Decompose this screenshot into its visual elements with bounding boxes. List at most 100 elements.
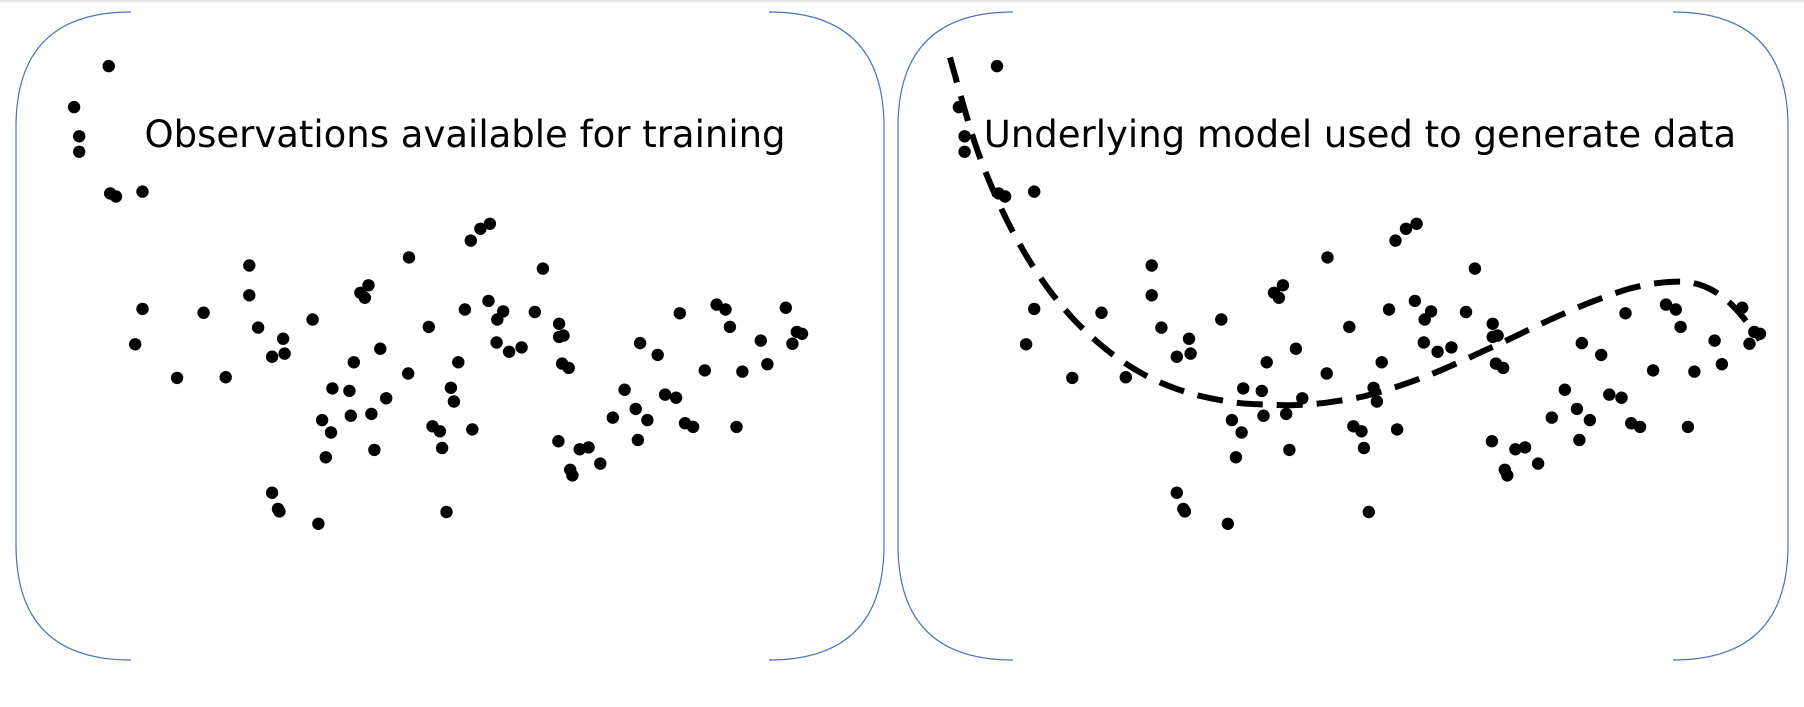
training-data-point — [73, 130, 86, 143]
training-data-point — [458, 303, 472, 316]
training-data-point — [566, 469, 579, 482]
model-data-point — [1633, 420, 1647, 434]
training-data-point — [102, 59, 115, 73]
model-data-point — [1028, 185, 1041, 198]
training-points — [67, 59, 809, 530]
model-data-point — [1276, 279, 1290, 292]
model-data-point — [1235, 426, 1248, 439]
model-points — [952, 59, 1767, 530]
model-data-point — [1225, 413, 1239, 427]
training-data-point — [515, 341, 528, 354]
model-panel-title: Underlying model used to generate data — [984, 113, 1736, 156]
model-data-point — [1215, 313, 1228, 326]
model-data-point — [1389, 234, 1402, 247]
model-data-point — [1688, 365, 1701, 378]
model-data-point — [1424, 305, 1438, 318]
model-data-point — [1170, 486, 1184, 499]
training-data-point — [795, 327, 809, 340]
model-data-point — [1362, 505, 1376, 519]
training-data-point — [618, 383, 631, 396]
training-data-point — [552, 435, 565, 448]
training-data-point — [362, 279, 375, 292]
model-data-point — [1119, 371, 1133, 384]
training-data-point — [483, 217, 497, 230]
model-data-point — [1408, 294, 1422, 308]
training-data-point — [736, 365, 749, 378]
training-data-point — [306, 313, 319, 326]
training-data-point — [402, 251, 416, 264]
model-data-point — [1715, 358, 1729, 371]
training-data-point — [358, 291, 371, 304]
model-data-point — [1485, 435, 1499, 448]
training-data-point — [698, 364, 711, 377]
model-data-point — [1743, 337, 1756, 350]
training-data-point — [552, 317, 566, 330]
training-data-point — [658, 388, 672, 401]
model-data-point — [1296, 392, 1309, 405]
training-data-point — [444, 381, 458, 394]
training-data-point — [723, 320, 737, 334]
training-data-point — [326, 382, 339, 395]
model-data-point — [958, 145, 971, 158]
training-data-point — [631, 433, 645, 447]
training-data-point — [129, 338, 142, 351]
model-data-point — [1280, 407, 1293, 421]
model-data-point — [1736, 301, 1749, 314]
training-data-point — [651, 348, 664, 362]
training-data-point — [497, 305, 510, 318]
model-data-point — [1615, 391, 1628, 404]
training-data-point — [380, 392, 393, 405]
model-data-point — [1575, 336, 1589, 350]
model-data-point — [1674, 320, 1687, 334]
model-data-point — [952, 100, 966, 114]
training-data-point — [315, 413, 329, 427]
model-data-point — [1669, 303, 1683, 316]
model-data-point — [1343, 320, 1356, 334]
model-data-point — [1390, 423, 1404, 436]
training-data-point — [344, 409, 357, 422]
model-data-point — [1431, 345, 1444, 358]
training-data-point — [136, 302, 149, 316]
model-data-point — [1321, 251, 1334, 264]
training-data-point — [243, 289, 256, 302]
training-data-point — [490, 336, 503, 349]
model-data-point — [1289, 342, 1303, 355]
model-data-point — [1531, 457, 1545, 470]
training-data-point — [482, 294, 495, 308]
training-data-point — [73, 145, 86, 158]
training-data-point — [786, 337, 799, 350]
training-data-point — [464, 234, 477, 247]
training-data-point — [265, 350, 279, 363]
training-data-point — [136, 185, 149, 198]
model-data-point — [1028, 302, 1041, 316]
model-data-point — [1221, 517, 1235, 530]
training-data-point — [433, 425, 447, 438]
model-data-point — [1019, 338, 1033, 351]
model-data-point — [1095, 306, 1108, 319]
model-curve — [947, 56, 1763, 409]
training-data-point — [343, 384, 356, 398]
top-divider — [0, 0, 1804, 2]
training-data-point — [170, 371, 184, 385]
training-panel: Observations available for training — [15, 11, 885, 661]
training-data-point — [251, 321, 265, 334]
model-data-point — [990, 59, 1004, 73]
training-data-point — [440, 505, 453, 519]
training-data-point — [557, 329, 570, 342]
model-data-point — [1681, 420, 1695, 434]
model-data-point — [998, 190, 1012, 203]
training-data-point — [606, 411, 619, 424]
model-data-point — [1367, 381, 1380, 394]
model-data-point — [1357, 441, 1371, 455]
training-data-point — [536, 262, 550, 275]
training-data-point — [447, 395, 461, 408]
model-panel-frame — [897, 11, 1789, 661]
model-data-point — [1603, 388, 1616, 401]
training-data-point — [278, 347, 291, 360]
training-data-point — [528, 305, 541, 319]
training-data-point — [502, 345, 516, 358]
training-data-point — [754, 334, 767, 347]
training-data-point — [67, 100, 81, 114]
training-panel-frame — [15, 11, 885, 661]
model-data-point — [1410, 217, 1423, 230]
